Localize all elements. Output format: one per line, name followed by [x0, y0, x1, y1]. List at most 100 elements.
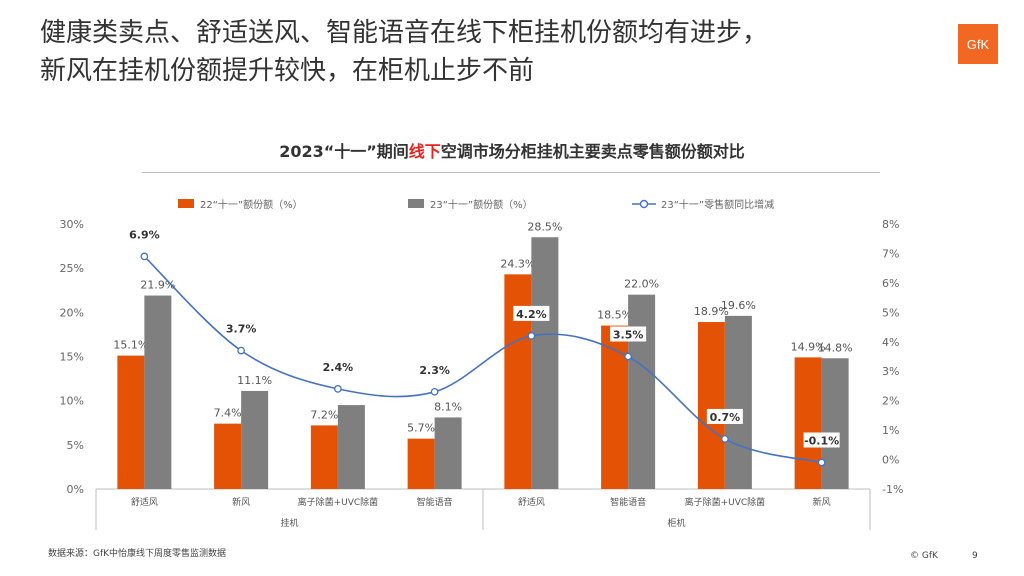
line-label-bg	[803, 432, 840, 448]
yoy-change-point-5	[624, 352, 632, 361]
bar-data-label: 8.1%	[434, 400, 462, 413]
bar-22-0	[117, 355, 145, 489]
y-left-tick-label: 5%	[67, 439, 84, 452]
bar-22-7	[794, 357, 822, 489]
x-category-label: 新风	[813, 496, 831, 508]
bar-data-label: 22.0%	[624, 278, 659, 291]
yoy-change-point-7	[817, 458, 826, 467]
bar-data-label: 21.9%	[140, 279, 175, 292]
line-label-bg	[223, 320, 260, 336]
bar-data-label: 15.1%	[113, 339, 148, 352]
bar-23-4	[531, 237, 559, 489]
x-category-label: 离子除菌+UVC除菌	[298, 496, 379, 508]
y-left-tick-label: 25%	[60, 262, 84, 275]
x-category-label: 智能语音	[610, 496, 646, 508]
line-label-bg	[416, 361, 453, 377]
yoy-change-point-3	[430, 387, 439, 396]
x-category-label: 离子除菌+UVC除菌	[685, 496, 766, 508]
yoy-change-point-1	[237, 346, 245, 355]
chart-title: 2023“十一”期间线下空调市场分柜挂机主要卖点零售额份额对比	[0, 138, 1024, 162]
y-right-tick-label: 5%	[882, 306, 899, 319]
y-left-tick-label: 20%	[60, 306, 84, 319]
line-data-label: 3.7%	[226, 323, 257, 336]
bar-data-label: 11.1%	[237, 374, 272, 387]
page-number: 9	[972, 551, 978, 561]
yoy-change-point-0	[140, 252, 149, 261]
bar-23-2	[337, 405, 365, 489]
y-left-tick-label: 30%	[60, 218, 84, 231]
line-data-label: 4.2%	[516, 308, 547, 321]
line-data-label: 0.7%	[710, 411, 741, 424]
bar-data-label: 14.9%	[791, 340, 826, 353]
y-left-tick-label: 15%	[60, 351, 84, 364]
x-category-label: 新风	[232, 496, 250, 508]
x-category-label: 舒适风	[131, 496, 158, 508]
title-divider	[142, 172, 880, 173]
bar-23-3	[434, 417, 462, 489]
x-category-label: 舒适风	[518, 496, 545, 508]
bar-data-label: 5.7%	[407, 422, 435, 435]
bar-data-label: 19.6%	[721, 299, 756, 312]
line-data-label: 2.4%	[323, 361, 354, 374]
y-right-tick-label: -1%	[882, 483, 903, 496]
yoy-change-point-6	[721, 435, 729, 443]
legend-swatch-2	[408, 199, 424, 208]
bar-23-6	[724, 315, 752, 489]
chart-title-prefix: 2023“十一”期间	[279, 142, 409, 161]
bar-22-6	[697, 322, 725, 489]
logo-text: GfK	[966, 36, 990, 52]
bar-data-label: 28.5%	[527, 220, 562, 233]
line-data-label: 6.9%	[129, 228, 160, 241]
y-right-tick-label: 3%	[882, 365, 899, 378]
legend-label-2: 23“十一”额份额（%）	[430, 198, 533, 211]
y-right-tick-label: 2%	[882, 395, 899, 408]
line-data-label: 3.5%	[613, 329, 644, 342]
y-left-tick-label: 0%	[67, 483, 84, 496]
yoy-change-point-4	[527, 332, 536, 340]
line-label-bg	[126, 226, 163, 242]
line-data-label: 2.3%	[419, 364, 450, 377]
legend-swatch-1	[178, 199, 194, 208]
data-source-note: 数据来源：GfK中怡康线下周度零售监测数据	[48, 549, 227, 559]
headline-line-2: 新风在挂机份额提升较快，在柜机止步不前	[40, 56, 535, 86]
y-right-tick-label: 7%	[882, 247, 899, 260]
y-right-tick-label: 4%	[882, 336, 899, 349]
legend-label-1: 22“十一”额份额（%）	[200, 198, 303, 211]
bar-22-5	[601, 325, 629, 489]
line-data-label: -0.1%	[804, 435, 839, 448]
x-category-label: 智能语音	[417, 496, 453, 508]
line-label-bg	[706, 408, 743, 424]
legend-line-marker	[639, 199, 649, 209]
bar-22-3	[407, 438, 435, 489]
bar-23-5	[628, 294, 656, 489]
y-left-tick-label: 10%	[60, 395, 84, 408]
x-group-label: 挂机	[280, 517, 298, 529]
gfk-logo: GfK	[958, 24, 998, 64]
bar-23-7	[821, 358, 849, 489]
yoy-change-point-2	[334, 385, 342, 393]
bar-data-label: 7.4%	[214, 407, 242, 420]
y-right-tick-label: 8%	[882, 218, 899, 231]
bar-data-label: 18.9%	[694, 305, 729, 318]
line-label-bg	[513, 305, 550, 321]
chart-title-suffix: 空调市场分柜挂机主要卖点零售额份额对比	[440, 142, 745, 161]
line-label-bg	[319, 358, 356, 374]
bar-22-2	[310, 425, 338, 489]
bar-data-label: 14.8%	[818, 341, 853, 354]
page-headline: 健康类卖点、舒适送风、智能语音在线下柜挂机份额均有进步， 新风在挂机份额提升较快…	[40, 14, 940, 90]
y-right-tick-label: 6%	[882, 277, 899, 290]
bar-22-1	[214, 423, 242, 489]
bar-23-0	[144, 295, 172, 489]
legend-label-3: 23“十一”零售额同比增减	[661, 198, 774, 211]
line-label-bg	[610, 326, 647, 342]
y-right-tick-label: 1%	[882, 424, 899, 437]
copyright: © GfK	[910, 551, 938, 561]
y-right-tick-label: 0%	[882, 454, 899, 467]
bar-data-label: 7.2%	[310, 408, 338, 421]
headline-line-1: 健康类卖点、舒适送风、智能语音在线下柜挂机份额均有进步，	[40, 18, 769, 48]
x-group-label: 柜机	[667, 517, 685, 529]
chart-title-highlight: 线下	[408, 142, 441, 161]
bar-23-1	[241, 390, 269, 489]
bar-data-label: 24.3%	[500, 257, 535, 270]
